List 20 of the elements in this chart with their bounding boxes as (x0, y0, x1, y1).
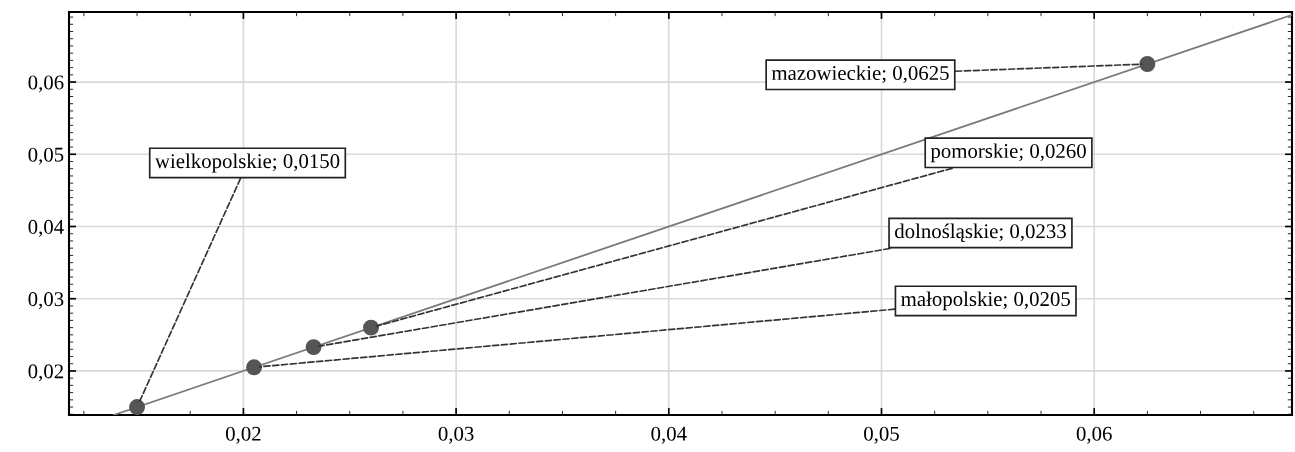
point (305, 339, 322, 356)
x-tick-label: 0,02 (225, 426, 261, 444)
annotation: dolnośląskie; 0,0233 (895, 223, 1066, 243)
x-tick-label: 0,04 (651, 426, 687, 444)
point (1139, 56, 1156, 72)
y-tick-label: 0,05 (28, 147, 64, 165)
point (129, 399, 146, 415)
x-tick-label: 0,05 (864, 426, 899, 444)
y-tick-label: 0,04 (28, 219, 64, 237)
y-tick-label: 0,03 (28, 292, 64, 310)
point (246, 359, 263, 376)
annotation: małopolskie; 0,0205 (901, 291, 1070, 311)
x-tick-label: 0,06 (1076, 426, 1112, 444)
annotation: mazowieckie; 0,0625 (771, 65, 949, 84)
point (363, 319, 380, 336)
y-tick-label: 0,06 (28, 75, 64, 93)
x-tick-label: 0,03 (438, 426, 474, 444)
annotation: wielkopolskie; 0,0150 (154, 153, 340, 173)
y-tick-label: 0,02 (28, 364, 63, 382)
annotation: pomorskie; 0,0260 (930, 143, 1086, 163)
